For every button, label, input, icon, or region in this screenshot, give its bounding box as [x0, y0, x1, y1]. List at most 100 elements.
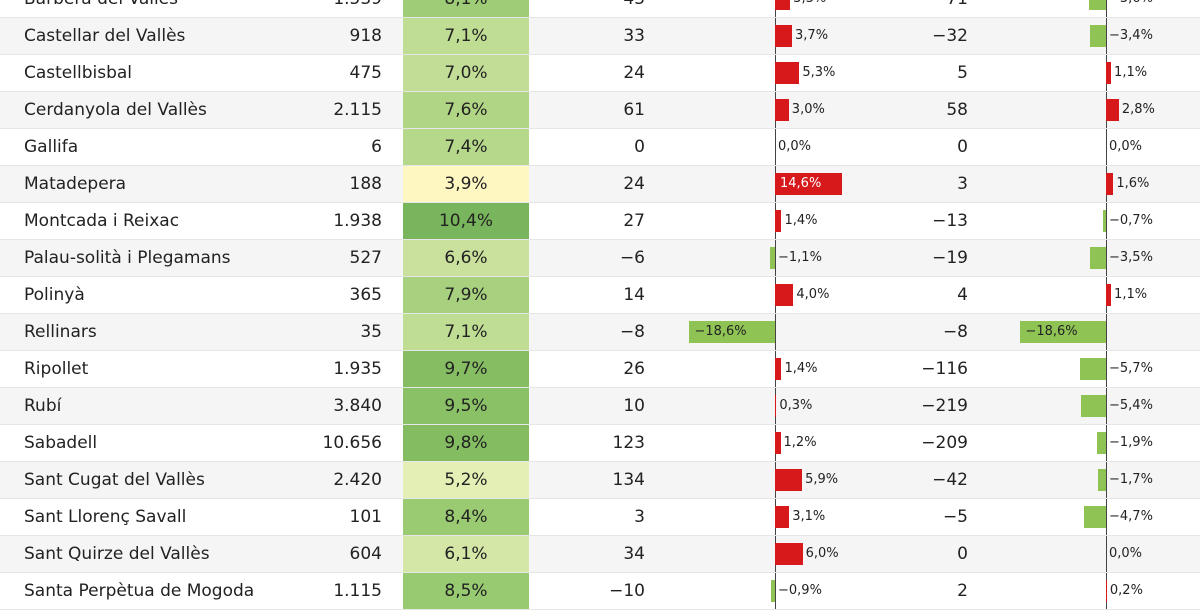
- table-row: Matadepera 188 3,9% 24 3 14,6% 1,6%: [0, 166, 1200, 203]
- change-percent-1: 0,0%: [778, 139, 812, 154]
- population-value: 918: [349, 26, 382, 46]
- table-row: Castellar del Vallès 918 7,1% 33 −32 3,7% −3,4…: [0, 18, 1200, 55]
- population-value: 527: [349, 248, 382, 268]
- change-percent-1: −0,9%: [778, 583, 822, 598]
- change-value-2: −42: [932, 470, 968, 490]
- rate-cell: 7,6%: [403, 92, 529, 128]
- rate-cell: 9,7%: [403, 351, 529, 387]
- population-value: 2.420: [333, 470, 382, 490]
- change-bar-2: [1020, 321, 1106, 343]
- bar-axis-1: [775, 240, 776, 276]
- table-row: Gallifa 6 7,4% 0 0 0,0% 0,0%: [0, 129, 1200, 166]
- population-value: 365: [349, 285, 382, 305]
- change-value-2: −13: [932, 211, 968, 231]
- change-bar-2: [1106, 284, 1112, 306]
- change-bar-2: [1097, 432, 1106, 454]
- rate-cell: 5,2%: [403, 462, 529, 498]
- table-row: Sant Llorenç Savall 101 8,4% 3 −5 3,1% −4,7%: [0, 499, 1200, 536]
- change-value-1: −8: [619, 322, 645, 342]
- change-value-1: 24: [623, 63, 645, 83]
- table-row: Rubí 3.840 9,5% 10 −219 0,3% −5,4%: [0, 388, 1200, 425]
- bar-axis-1: [775, 314, 776, 350]
- change-bar-2: [1106, 580, 1107, 602]
- population-value: 2.115: [333, 100, 382, 120]
- change-bar-1: [775, 25, 793, 47]
- change-bar-2: [1089, 247, 1106, 269]
- rate-cell: 8,1%: [403, 0, 529, 17]
- change-value-2: −32: [932, 26, 968, 46]
- change-percent-2: −3,5%: [1109, 250, 1153, 265]
- change-bar-2: [1089, 0, 1106, 10]
- rate-cell: 8,4%: [403, 499, 529, 535]
- change-percent-2: 0,2%: [1109, 583, 1143, 598]
- change-percent-2: −3,4%: [1109, 28, 1153, 43]
- change-percent-1: 3,7%: [795, 28, 829, 43]
- change-percent-2: −18,6%: [1025, 324, 1078, 339]
- rate-cell: 7,1%: [403, 314, 529, 350]
- municipality-name: Ripollet: [24, 359, 89, 379]
- change-bar-1: [775, 284, 794, 306]
- change-value-2: −209: [921, 433, 968, 453]
- table-row: Sabadell 10.656 9,8% 123 −209 1,2% −1,9%: [0, 425, 1200, 462]
- population-value: 35: [360, 322, 382, 342]
- change-value-2: −71: [932, 0, 968, 17]
- change-value-1: 134: [612, 470, 645, 490]
- bar-axis-2: [1106, 314, 1107, 350]
- change-value-1: 43: [623, 0, 645, 17]
- change-bar-2: [1106, 62, 1112, 84]
- change-percent-1: 1,4%: [784, 361, 818, 376]
- change-percent-2: 1,1%: [1114, 65, 1148, 80]
- change-percent-1: 0,3%: [779, 398, 813, 413]
- change-percent-1: 3,3%: [793, 0, 826, 17]
- change-value-1: 3: [634, 507, 645, 527]
- rate-cell: 10,4%: [403, 203, 529, 239]
- municipality-name: Santa Perpètua de Mogoda: [24, 581, 255, 601]
- change-percent-1: −18,6%: [694, 324, 747, 339]
- population-value: 475: [349, 63, 382, 83]
- rate-cell: 7,1%: [403, 18, 529, 54]
- change-bar-1: [769, 247, 775, 269]
- municipality-name: Gallifa: [24, 137, 79, 157]
- change-bar-1: [775, 62, 800, 84]
- change-percent-2: −4,7%: [1109, 509, 1153, 524]
- change-value-1: 34: [623, 544, 645, 564]
- population-value: 1.539: [333, 0, 382, 17]
- population-value: 101: [349, 507, 382, 527]
- table-row: Barberà del Vallès 1.539 8,1% 43 −71 3,3% −3,6…: [0, 0, 1200, 18]
- table-row: Montcada i Reixac 1.938 10,4% 27 −13 1,4% −0,7…: [0, 203, 1200, 240]
- change-value-1: 27: [623, 211, 645, 231]
- change-percent-2: −5,7%: [1109, 361, 1153, 376]
- municipality-name: Palau-solità i Plegamans: [24, 248, 231, 268]
- municipality-name: Barberà del Vallès: [24, 0, 178, 17]
- change-percent-1: 1,4%: [784, 213, 818, 228]
- population-value: 6: [371, 137, 382, 157]
- change-percent-1: 6,0%: [805, 546, 839, 561]
- change-value-2: 0: [957, 137, 968, 157]
- municipality-name: Rubí: [24, 396, 62, 416]
- change-percent-2: 0,0%: [1109, 546, 1143, 561]
- population-value: 10.656: [322, 433, 382, 453]
- change-bar-1: [775, 210, 782, 232]
- change-bar-1: [775, 0, 791, 10]
- change-percent-1: 5,3%: [802, 65, 836, 80]
- change-value-2: −116: [921, 359, 968, 379]
- bar-axis-2: [1106, 536, 1107, 572]
- municipality-name: Cerdanyola del Vallès: [24, 100, 207, 120]
- bar-axis-2: [1106, 425, 1107, 461]
- change-value-1: 33: [623, 26, 645, 46]
- change-bar-1: [770, 580, 775, 602]
- table-row: Polinyà 365 7,9% 14 4 4,0% 1,1%: [0, 277, 1200, 314]
- change-bar-1: [775, 173, 843, 195]
- population-value: 1.935: [333, 359, 382, 379]
- change-value-1: 123: [612, 433, 645, 453]
- bar-axis-2: [1106, 18, 1107, 54]
- rate-cell: 9,5%: [403, 388, 529, 424]
- change-bar-2: [1084, 506, 1106, 528]
- municipality-name: Sabadell: [24, 433, 98, 453]
- table-row: Castellbisbal 475 7,0% 24 5 5,3% 1,1%: [0, 55, 1200, 92]
- change-value-1: −10: [609, 581, 645, 601]
- change-value-2: 2: [957, 581, 968, 601]
- population-value: 1.938: [333, 211, 382, 231]
- rate-cell: 9,8%: [403, 425, 529, 461]
